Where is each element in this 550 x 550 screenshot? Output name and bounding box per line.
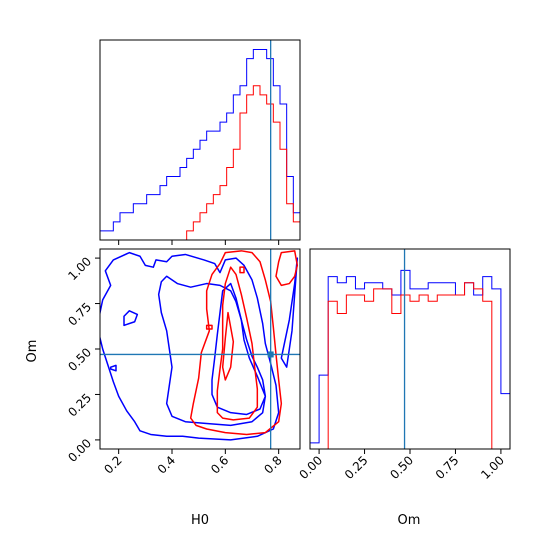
red-contour-line bbox=[216, 266, 259, 421]
blue-contour-line bbox=[100, 251, 280, 441]
red-contour-line bbox=[239, 266, 245, 274]
contour-plot-area bbox=[100, 249, 300, 449]
y-axis-label-om: Om bbox=[25, 340, 40, 363]
h0-om-contour-panel: 0.2 0.4 0.6 0.8 0.00 0.25 0.50 0.75 1.00 bbox=[65, 248, 301, 477]
x-axis-label-h0: H0 bbox=[191, 513, 209, 528]
red-h0-histogram-series bbox=[100, 85, 301, 241]
h0-histogram-frame bbox=[99, 39, 301, 241]
red-contour-line bbox=[189, 250, 283, 436]
red-contour-line bbox=[205, 324, 213, 330]
red-om-histogram-series bbox=[310, 282, 510, 450]
contour-x-tick-label: 0.6 bbox=[208, 453, 231, 476]
contour-x-tick-label: 0.8 bbox=[261, 453, 284, 476]
contour-y-tick-label: 0.50 bbox=[65, 345, 94, 374]
om-histogram-x-tick-label: 0.75 bbox=[433, 453, 462, 482]
contour-y-tick-label: 1.00 bbox=[65, 254, 94, 283]
contour-frame bbox=[99, 248, 301, 450]
om-histogram-x-tick-label: 0.25 bbox=[342, 453, 371, 482]
red-contour-line bbox=[275, 250, 299, 287]
om-histogram-panel: 0.00 0.25 0.50 0.75 1.00 bbox=[296, 248, 511, 482]
blue-h0-histogram-series bbox=[99, 49, 301, 240]
contour-y-tick-label: 0.25 bbox=[65, 391, 94, 420]
blue-contour-line bbox=[123, 310, 139, 327]
red-contour-line bbox=[221, 311, 235, 381]
truth-marker bbox=[267, 351, 274, 358]
contour-x-tick-label: 0.4 bbox=[155, 453, 178, 476]
contour-x-tick-label: 0.2 bbox=[101, 453, 124, 476]
contour-y-tick-label: 0.75 bbox=[65, 300, 94, 329]
om-histogram-x-tick-label: 0.00 bbox=[296, 453, 325, 482]
contour-y-tick-label: 0.00 bbox=[65, 436, 94, 465]
h0-histogram-panel bbox=[99, 39, 301, 245]
blue-contour-line bbox=[211, 282, 267, 416]
blue-contour-line bbox=[109, 364, 117, 372]
blue-contour-line bbox=[157, 275, 267, 427]
om-histogram-x-tick-label: 0.50 bbox=[387, 453, 416, 482]
om-histogram-x-tick-label: 1.00 bbox=[478, 453, 507, 482]
x-axis-label-om: Om bbox=[398, 513, 421, 528]
blue-contour-line bbox=[280, 257, 299, 368]
